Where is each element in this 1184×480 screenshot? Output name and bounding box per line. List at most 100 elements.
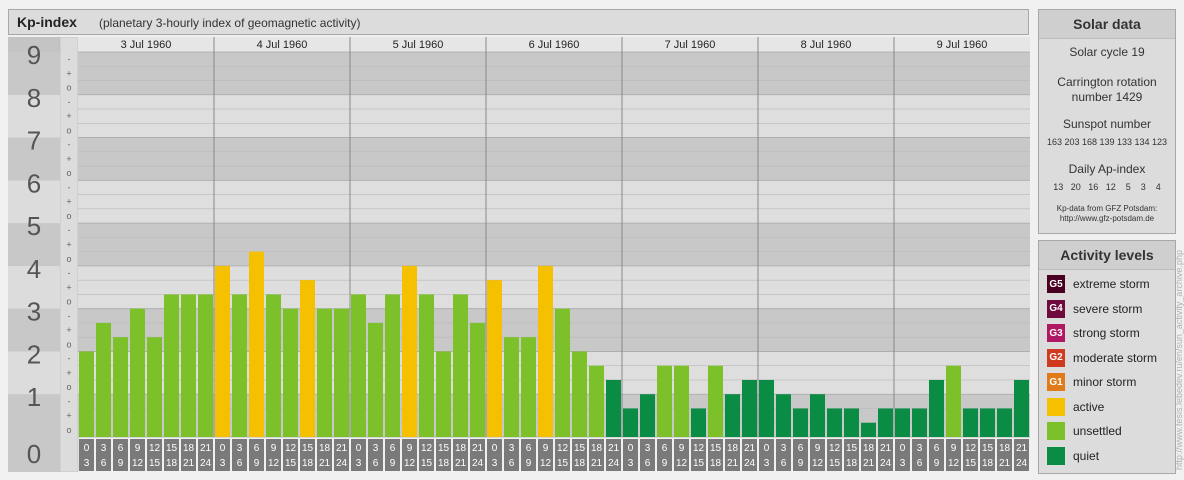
kp-bar bbox=[844, 408, 859, 437]
kp-bar bbox=[368, 322, 383, 437]
hour-label-end: 6 bbox=[781, 458, 787, 469]
kp-bar bbox=[96, 322, 111, 437]
hour-label-start: 9 bbox=[951, 443, 957, 454]
y-label-cell bbox=[8, 394, 60, 437]
hour-label-start: 6 bbox=[118, 443, 124, 454]
kp-bar bbox=[759, 379, 774, 437]
y-sub-label: + bbox=[66, 240, 71, 250]
hour-label-end: 9 bbox=[662, 458, 668, 469]
kp-bar bbox=[266, 294, 281, 437]
hour-label-end: 21 bbox=[863, 458, 875, 469]
hour-label-end: 3 bbox=[764, 458, 770, 469]
hour-cell bbox=[232, 439, 247, 471]
hour-cell bbox=[691, 439, 706, 471]
legend-item-severe-storm: G4 severe storm bbox=[1047, 299, 1142, 318]
hour-label-end: 3 bbox=[220, 458, 226, 469]
kp-bar bbox=[164, 294, 179, 437]
hour-cell bbox=[368, 439, 383, 471]
hour-cell bbox=[623, 439, 638, 471]
y-sub-label: - bbox=[68, 311, 71, 321]
hour-label-start: 12 bbox=[557, 443, 569, 454]
legend-swatch bbox=[1047, 397, 1065, 416]
legend-label: minor storm bbox=[1073, 375, 1137, 389]
hour-cell bbox=[572, 439, 587, 471]
y-tick-label: 6 bbox=[27, 168, 41, 198]
hour-label-start: 18 bbox=[863, 443, 875, 454]
source-link[interactable]: http://www.gfz-potsdam.de bbox=[1059, 214, 1155, 223]
kp-bar bbox=[232, 294, 247, 437]
hour-cell bbox=[79, 439, 94, 471]
hour-label-start: 18 bbox=[455, 443, 467, 454]
day-label: 4 Jul 1960 bbox=[257, 39, 308, 51]
hour-cell bbox=[555, 439, 570, 471]
hour-cell bbox=[1014, 439, 1029, 471]
hour-label-start: 18 bbox=[727, 443, 739, 454]
y-sub-label: + bbox=[66, 197, 71, 207]
hour-label-end: 21 bbox=[999, 458, 1011, 469]
legend-label: quiet bbox=[1073, 448, 1100, 463]
hour-label-start: 9 bbox=[815, 443, 821, 454]
hour-label-start: 21 bbox=[608, 443, 620, 454]
chart-title-bar: Kp-index (planetary 3-hourly index of ge… bbox=[8, 9, 1029, 35]
hour-label-end: 12 bbox=[268, 458, 280, 469]
hour-cell bbox=[997, 439, 1012, 471]
hour-cell bbox=[334, 439, 349, 471]
kp-bar bbox=[436, 351, 451, 437]
hour-label-end: 15 bbox=[965, 458, 977, 469]
hour-label-start: 0 bbox=[628, 443, 634, 454]
kp-bar bbox=[385, 294, 400, 437]
ap-title: Daily Ap-index bbox=[1068, 162, 1146, 176]
hour-cell bbox=[980, 439, 995, 471]
y-label-cell bbox=[8, 265, 60, 309]
kp-bar bbox=[742, 379, 757, 437]
y-sub-label: + bbox=[66, 368, 71, 378]
hour-label-end: 18 bbox=[574, 458, 586, 469]
hour-label-end: 18 bbox=[438, 458, 450, 469]
kp-bar bbox=[708, 365, 723, 437]
hour-label-start: 12 bbox=[965, 443, 977, 454]
hour-label-start: 9 bbox=[271, 443, 277, 454]
hour-cell bbox=[589, 439, 604, 471]
hour-label-start: 15 bbox=[574, 443, 586, 454]
hour-cell bbox=[266, 439, 281, 471]
hour-cell bbox=[487, 439, 502, 471]
hour-label-end: 21 bbox=[183, 458, 195, 469]
hour-label-start: 0 bbox=[356, 443, 362, 454]
kp-bar bbox=[572, 351, 587, 437]
hour-cell bbox=[419, 439, 434, 471]
hour-label-start: 12 bbox=[829, 443, 841, 454]
kp-bar bbox=[538, 265, 553, 437]
hour-cell bbox=[878, 439, 893, 471]
hour-cell bbox=[130, 439, 145, 471]
y-sub-label: o bbox=[66, 125, 71, 135]
hour-label-end: 21 bbox=[319, 458, 331, 469]
y-sub-label: - bbox=[68, 54, 71, 64]
hour-label-end: 9 bbox=[390, 458, 396, 469]
y-tick-label: 7 bbox=[27, 126, 41, 156]
hour-cell bbox=[793, 439, 808, 471]
y-tick-label: 8 bbox=[27, 83, 41, 113]
kp-bar bbox=[623, 408, 638, 437]
hour-cell bbox=[249, 439, 264, 471]
kp-bar bbox=[640, 394, 655, 437]
hour-label-start: 0 bbox=[492, 443, 498, 454]
kp-bar bbox=[1014, 379, 1029, 437]
hour-cell bbox=[317, 439, 332, 471]
hour-label-end: 21 bbox=[455, 458, 467, 469]
hour-cell bbox=[946, 439, 961, 471]
hour-cell bbox=[827, 439, 842, 471]
y-sub-label: o bbox=[66, 211, 71, 221]
y-label-cell bbox=[8, 52, 60, 95]
y-sub-label: + bbox=[66, 68, 71, 78]
kp-bar bbox=[249, 251, 264, 437]
hour-label-start: 9 bbox=[135, 443, 141, 454]
hour-cell bbox=[504, 439, 519, 471]
hour-label-end: 24 bbox=[336, 458, 348, 469]
legend-label: unsettled bbox=[1073, 424, 1122, 438]
carrington-line2: number 1429 bbox=[1071, 90, 1143, 104]
y-label-cell bbox=[8, 137, 60, 181]
y-sub-label: o bbox=[66, 339, 71, 349]
kp-bar bbox=[453, 294, 468, 437]
kp-band bbox=[78, 180, 1030, 224]
